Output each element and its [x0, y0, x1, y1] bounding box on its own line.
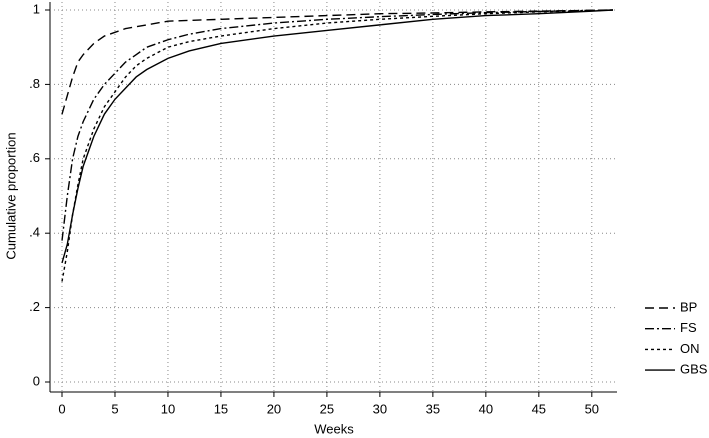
series-line: [61, 9, 614, 264]
series-line: [61, 9, 614, 115]
x-tick-label: 10: [161, 401, 175, 416]
y-tick-label: .8: [29, 76, 40, 91]
legend-label: BP: [680, 299, 697, 314]
x-tick-label: 5: [111, 401, 118, 416]
x-tick-label: 40: [479, 401, 493, 416]
legend-label: ON: [680, 341, 700, 356]
y-tick-label: 0: [33, 373, 40, 388]
y-tick-label: .6: [29, 150, 40, 165]
legend-label: FS: [680, 320, 697, 335]
series-line: [61, 9, 614, 241]
y-axis-label: Cumulative proportion: [3, 132, 18, 259]
y-tick-label: .4: [29, 225, 40, 240]
series-line: [61, 9, 614, 282]
x-tick-label: 25: [320, 401, 334, 416]
x-tick-label: 15: [214, 401, 228, 416]
x-tick-label: 50: [585, 401, 599, 416]
y-tick-label: 1: [33, 1, 40, 16]
x-tick-label: 20: [267, 401, 281, 416]
x-tick-label: 35: [426, 401, 440, 416]
x-axis-label: Weeks: [314, 421, 354, 436]
legend-label: GBS: [680, 362, 708, 377]
y-tick-label: .2: [29, 299, 40, 314]
x-tick-label: 0: [58, 401, 65, 416]
x-tick-label: 30: [373, 401, 387, 416]
x-tick-label: 45: [532, 401, 546, 416]
